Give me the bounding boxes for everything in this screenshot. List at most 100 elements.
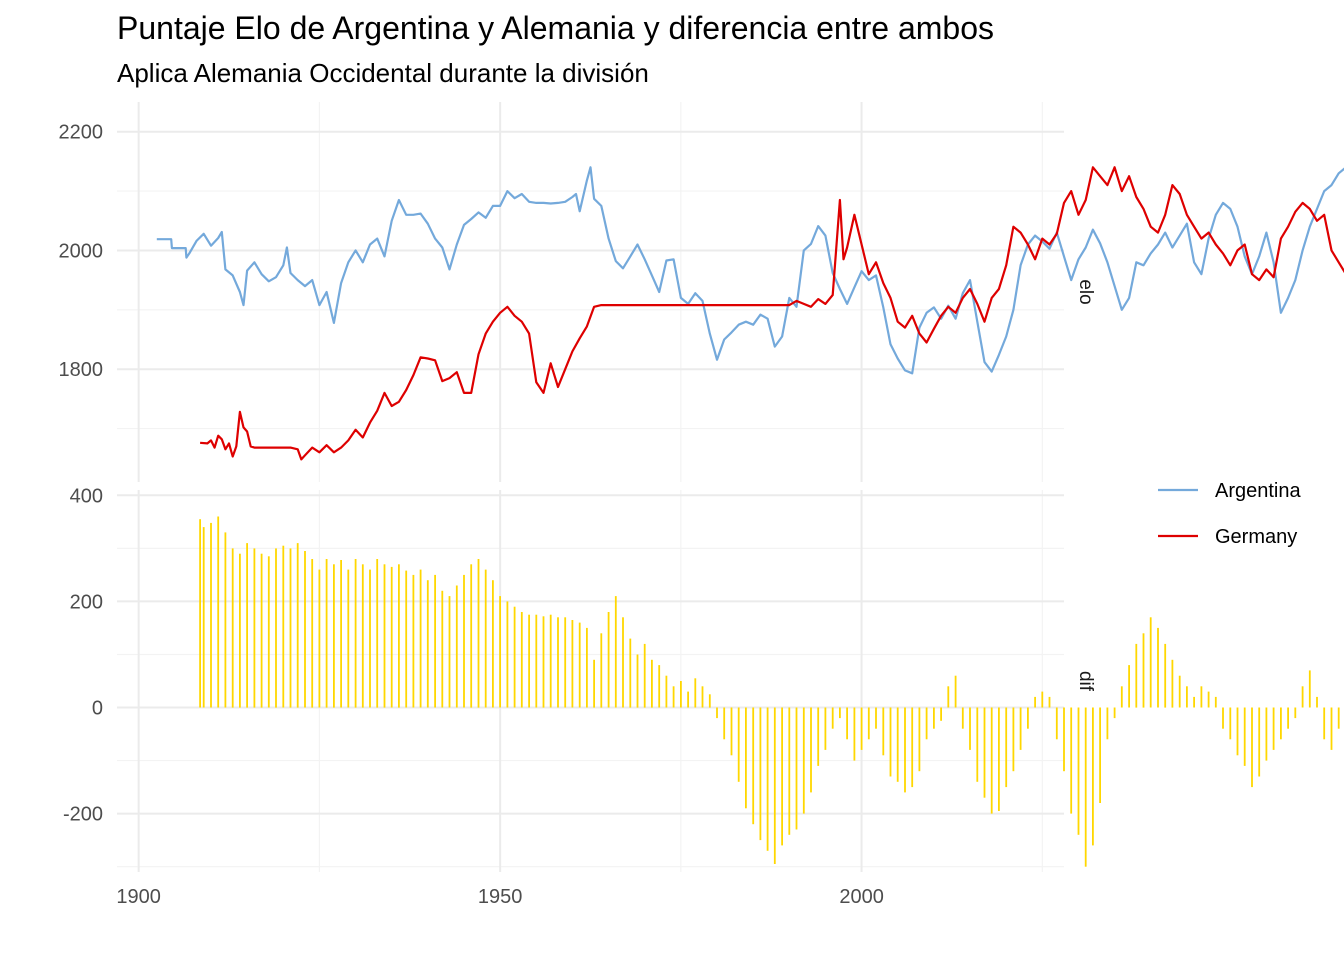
dif-bar [1164, 643, 1167, 708]
dif-bar [1193, 696, 1195, 708]
dif-bar [708, 694, 711, 708]
dif-bar [434, 574, 436, 708]
dif-bar [419, 569, 422, 708]
dif-bar [499, 596, 501, 708]
dif-bar [426, 580, 429, 708]
dif-bar [369, 569, 371, 708]
dif-bar [361, 564, 364, 708]
dif-bar [947, 686, 950, 708]
dif-bar [231, 548, 234, 708]
dif-bar [1308, 670, 1311, 708]
dif-bar [1012, 707, 1015, 772]
dif-bar [1027, 707, 1029, 729]
dif-bar [788, 707, 791, 835]
dif-bar [1323, 707, 1326, 740]
dif-bar [1272, 707, 1275, 750]
dif-bar [549, 614, 552, 708]
dif-bar [275, 548, 277, 708]
dif-bar [651, 659, 653, 708]
dif-bar [933, 707, 935, 729]
dif-bar [1128, 665, 1130, 708]
dif-bar [253, 548, 256, 708]
dif-bar [282, 545, 285, 708]
dif-bar [918, 707, 921, 772]
legend-label-argentina: Argentina [1215, 480, 1301, 502]
dif-bar [1330, 707, 1333, 750]
dif-bar [398, 564, 400, 708]
dif-bar [405, 570, 408, 708]
dif-bar [1092, 707, 1094, 846]
dif-bar [773, 707, 776, 864]
dif-bar [853, 707, 856, 761]
dif-bar [199, 519, 201, 708]
dif-bar [390, 566, 393, 708]
dif-bar [752, 707, 755, 825]
dif-bar [520, 612, 523, 708]
dif-bar [333, 564, 335, 708]
dif-bar [846, 707, 848, 740]
dif-bar [1135, 643, 1138, 708]
dif-bar [716, 707, 718, 719]
dif-bar [1287, 707, 1289, 729]
dif-bar [867, 707, 870, 740]
dif-bar [1048, 696, 1051, 708]
dif-bar [1337, 707, 1340, 729]
dif-bar [687, 691, 689, 708]
dif-bar [1207, 691, 1210, 708]
dif-bar [1178, 675, 1181, 708]
dif-bar [267, 556, 270, 708]
chart-title: Puntaje Elo de Argentina y Alemania y di… [117, 10, 994, 46]
dif-bar [354, 559, 357, 708]
dif-bar [202, 527, 205, 708]
panel-elo: 1800 2000 2200 elo [59, 102, 1344, 482]
dif-bar [304, 551, 306, 708]
legend: Argentina Germany [1158, 480, 1301, 548]
panel-dif: -200 0 200 400 dif [63, 485, 1340, 872]
dif-bar [795, 707, 798, 830]
dif-bar [506, 601, 509, 708]
dif-bar [1113, 707, 1116, 719]
dif-bar [737, 707, 740, 782]
dif-bar [492, 580, 494, 708]
dif-bar [1171, 659, 1174, 708]
dif-bar [990, 707, 993, 814]
dif-bar [954, 675, 957, 708]
dif-bar [239, 553, 241, 708]
dif-bar [860, 707, 863, 750]
dif-bar [1243, 707, 1246, 766]
dif-bar [557, 617, 559, 708]
dif-bar [1055, 707, 1058, 740]
dif-bar [998, 707, 1000, 811]
dif-bar [1222, 707, 1224, 729]
dif-bar [1301, 686, 1304, 708]
dif-bar [217, 516, 220, 708]
dif-bar [586, 627, 588, 708]
dif-bar [810, 707, 812, 793]
dif-bar [672, 686, 675, 708]
x-tick-label: 2000 [839, 886, 884, 908]
dif-bar [260, 553, 263, 708]
dif-bar [1063, 707, 1065, 772]
x-tick-label: 1950 [478, 886, 523, 908]
dif-bar [1280, 707, 1282, 740]
legend-label-germany: Germany [1215, 526, 1297, 548]
dif-bar [347, 569, 350, 708]
x-tick-label: 1900 [116, 886, 161, 908]
dif-bar [911, 707, 914, 788]
dif-bar [448, 596, 451, 708]
dif-bar [542, 616, 545, 708]
dif-bar [1200, 686, 1203, 708]
dif-bar [455, 585, 458, 708]
dif-bar [463, 574, 465, 708]
dif-bar [535, 614, 538, 708]
dif-bar [325, 559, 328, 708]
dif-bar [694, 678, 697, 708]
dif-bar [1229, 707, 1232, 740]
dif-bar [1142, 633, 1145, 708]
dif-bar [766, 707, 769, 851]
dif-bar [896, 707, 899, 782]
dif-bar [578, 622, 581, 708]
dif-bar [961, 707, 964, 729]
dif-bar [593, 659, 595, 708]
